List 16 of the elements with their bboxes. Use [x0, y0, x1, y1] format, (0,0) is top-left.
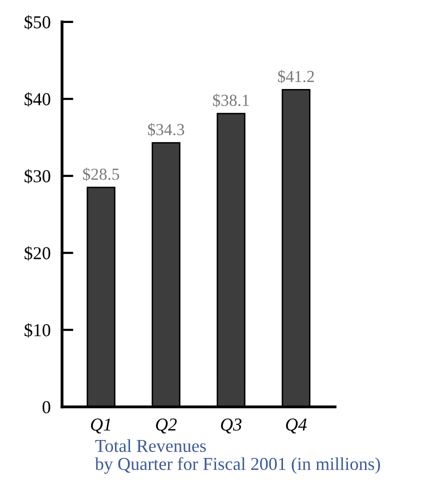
data-label: $38.1 — [213, 94, 249, 108]
data-label: $34.3 — [148, 123, 184, 136]
data-label: $41.2 — [278, 70, 314, 84]
text: by Quarter for Fiscal 2001 (in millions) — [94, 457, 380, 474]
x-tick-label: Q2 — [156, 418, 177, 434]
x-tick-label: Q1 — [91, 418, 110, 434]
text: Total Revenues — [95, 439, 206, 452]
x-tick-label: Q4 — [286, 418, 307, 434]
y-tick-label: $20 — [24, 246, 50, 261]
data-label: $28.5 — [83, 168, 120, 181]
y-tick-label: $30 — [24, 169, 50, 184]
x-tick-label: Q3 — [221, 418, 242, 434]
y-tick-label: $50 — [24, 15, 50, 30]
y-tick-label: $10 — [24, 323, 50, 338]
y-tick-label: 0 — [42, 401, 50, 414]
y-tick-label: $40 — [24, 92, 50, 107]
